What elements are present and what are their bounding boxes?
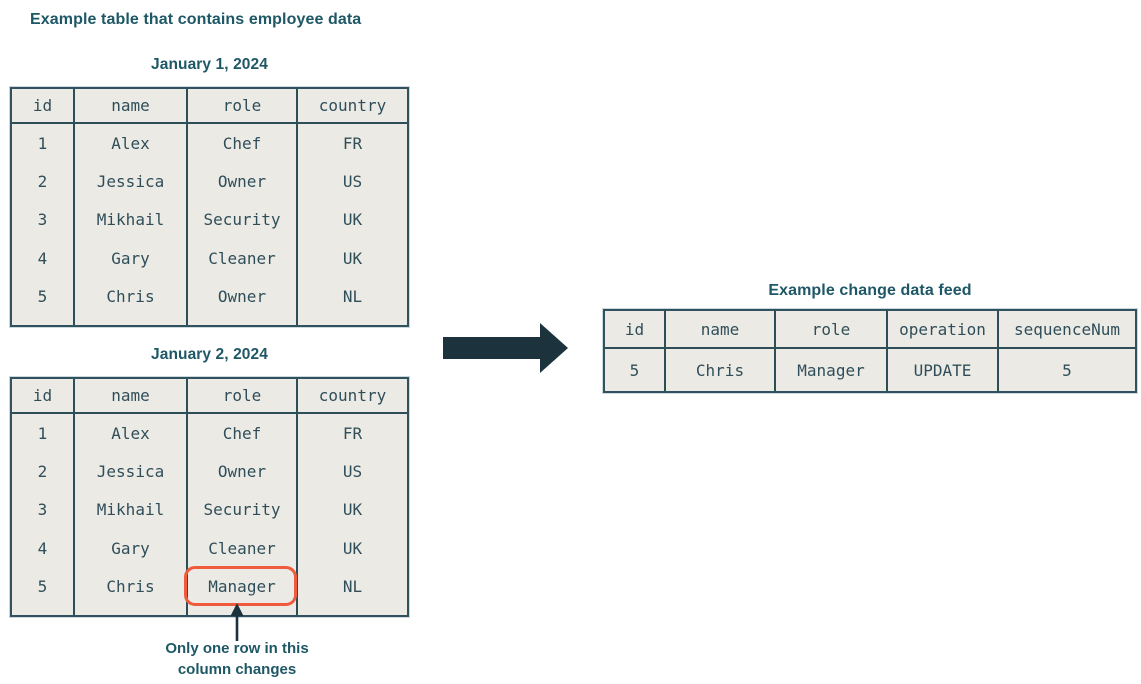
table-cell: Chris	[73, 277, 186, 316]
table-jan2: id name role country 1 Alex Chef FR 2 Je…	[10, 377, 409, 618]
table-cell: Owner	[186, 452, 296, 491]
table-cell: Mikhail	[73, 490, 186, 529]
table-cell: 1	[37, 423, 48, 443]
table-cell: FR	[296, 414, 407, 453]
table-cell: Gary	[73, 528, 186, 568]
annotation-text: Only one row in this column changes	[118, 638, 356, 680]
column-header-id: id	[32, 386, 53, 405]
table-row: 5 Chris Owner NL	[12, 277, 407, 316]
table-cell: Gary	[73, 238, 186, 278]
column-header-role: role	[186, 89, 296, 122]
column-header-name: name	[73, 379, 186, 412]
table-jan1-title: January 1, 2024	[151, 56, 268, 73]
table-cell: 4	[37, 248, 48, 268]
table-cell: 3	[37, 210, 48, 230]
table-jan1: id name role country 1 Alex Chef FR 2 Je…	[10, 87, 409, 328]
table-cell: 5	[629, 360, 640, 380]
table-cell: US	[296, 452, 407, 491]
table-row: 4 Gary Cleaner UK	[12, 528, 407, 568]
highlighted-cell: Manager	[186, 567, 296, 606]
table-jan2-title: January 2, 2024	[151, 346, 268, 363]
arrow-right-icon	[443, 323, 568, 373]
table-cell: NL	[296, 277, 407, 316]
table-row: 2 Jessica Owner US	[12, 162, 407, 201]
table-row: 5 Chris Manager NL	[12, 567, 407, 606]
table-row: 4 Gary Cleaner UK	[12, 238, 407, 278]
table-header-row: id name role operation sequenceNum	[605, 311, 1135, 349]
table-cell: UK	[296, 528, 407, 568]
table-row: 3 Mikhail Security UK	[12, 490, 407, 529]
table-row: 5 Chris Manager UPDATE 5	[605, 349, 1135, 391]
table-cell: 5	[997, 349, 1135, 391]
table-cell: Owner	[186, 277, 296, 316]
column-header-country: country	[296, 89, 407, 122]
table-cell: Security	[186, 490, 296, 529]
table-cell: Alex	[73, 414, 186, 453]
table-cell: UPDATE	[886, 349, 997, 391]
table-cell: 5	[37, 576, 48, 596]
table-cell: Manager	[774, 349, 886, 391]
table-cell: UK	[296, 200, 407, 239]
arrow-up-icon	[230, 603, 244, 641]
table-cell: US	[296, 162, 407, 201]
table-cell: Chef	[186, 414, 296, 453]
table-header-row: id name role country	[12, 379, 407, 414]
table-cell: 5	[37, 286, 48, 306]
table-cell: Owner	[186, 162, 296, 201]
table-feed-title: Example change data feed	[768, 282, 972, 299]
table-row: 1 Alex Chef FR	[12, 414, 407, 453]
table-cell: Chris	[664, 349, 774, 391]
table-cell: UK	[296, 490, 407, 529]
column-header-name: name	[73, 89, 186, 122]
table-cell: 1	[37, 133, 48, 153]
table-cell: FR	[296, 124, 407, 163]
column-header-role: role	[186, 379, 296, 412]
table-cell: Cleaner	[186, 528, 296, 568]
table-change-data-feed: id name role operation sequenceNum 5 Chr…	[603, 309, 1137, 393]
table-cell: 2	[37, 171, 48, 191]
table-row: 2 Jessica Owner US	[12, 452, 407, 491]
table-cell: Jessica	[73, 162, 186, 201]
column-header-sequencenum: sequenceNum	[997, 311, 1135, 347]
table-spacer-row	[12, 315, 407, 326]
annotation-line-2: column changes	[177, 661, 297, 678]
table-cell: NL	[296, 567, 407, 606]
table-cell: Mikhail	[73, 200, 186, 239]
table-cell: Chef	[186, 124, 296, 163]
column-header-operation: operation	[886, 311, 997, 347]
table-row: 1 Alex Chef FR	[12, 124, 407, 163]
diagram-title: Example table that contains employee dat…	[30, 11, 362, 28]
table-cell: 2	[37, 461, 48, 481]
table-cell: Jessica	[73, 452, 186, 491]
table-cell: Alex	[73, 124, 186, 163]
column-header-country: country	[296, 379, 407, 412]
column-header-id: id	[624, 319, 645, 339]
table-cell: Security	[186, 200, 296, 239]
table-cell: Cleaner	[186, 238, 296, 278]
table-row: 3 Mikhail Security UK	[12, 200, 407, 239]
annotation-line-1: Only one row in this	[165, 640, 309, 657]
column-header-id: id	[32, 96, 53, 115]
table-spacer-row	[12, 605, 407, 616]
table-cell: 3	[37, 500, 48, 520]
table-cell: UK	[296, 238, 407, 278]
column-header-role: role	[774, 311, 886, 347]
table-cell: Chris	[73, 567, 186, 606]
table-cell: 4	[37, 538, 48, 558]
column-header-name: name	[664, 311, 774, 347]
table-header-row: id name role country	[12, 89, 407, 124]
